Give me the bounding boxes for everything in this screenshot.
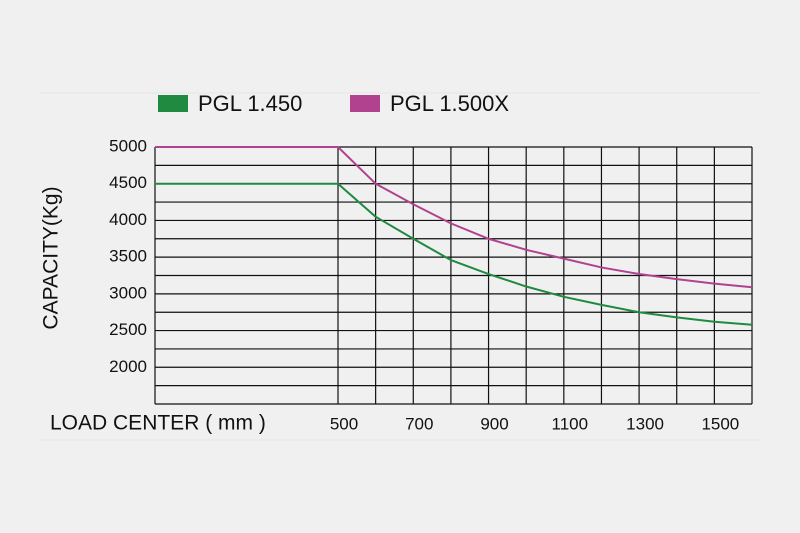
y-tick-label: 4000 bbox=[109, 210, 147, 229]
x-tick-label: 700 bbox=[405, 414, 433, 433]
series-line bbox=[155, 182, 753, 326]
legend-label: PGL 1.450 bbox=[198, 91, 302, 116]
x-tick-label: 1300 bbox=[626, 414, 664, 433]
y-tick-label: 2500 bbox=[109, 320, 147, 339]
legend-swatch bbox=[158, 95, 188, 112]
x-tick-label: 1100 bbox=[552, 414, 589, 433]
y-tick-label: 4500 bbox=[109, 173, 147, 192]
series-line bbox=[155, 146, 753, 289]
y-tick-label: 2000 bbox=[109, 357, 147, 376]
x-tick-label: 500 bbox=[330, 414, 358, 433]
y-tick-label: 5000 bbox=[109, 136, 147, 155]
y-axis-label: CAPACITY(Kg) bbox=[40, 186, 63, 329]
x-tick-label: 900 bbox=[480, 414, 508, 433]
y-tick-label: 3000 bbox=[109, 283, 147, 302]
y-tick-label: 3500 bbox=[109, 247, 147, 266]
legend-swatch bbox=[350, 95, 380, 112]
x-axis-label: LOAD CENTER ( mm ) bbox=[50, 412, 266, 435]
legend-label: PGL 1.500X bbox=[390, 91, 509, 116]
x-tick-label: 1500 bbox=[701, 414, 739, 433]
